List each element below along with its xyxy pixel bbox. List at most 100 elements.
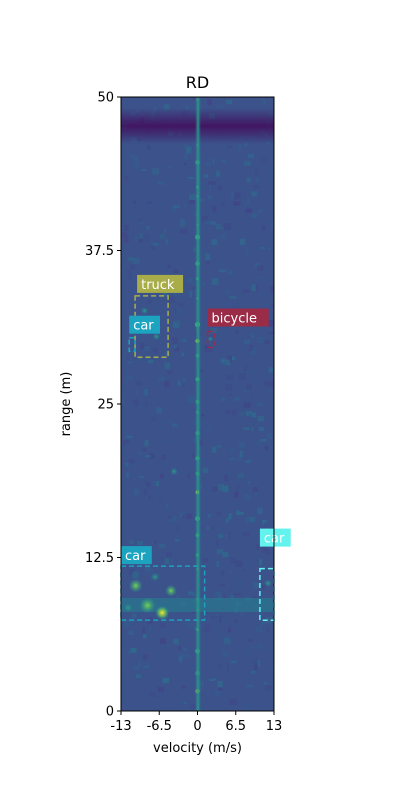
heatmap-cell	[129, 569, 135, 575]
heatmap-cell	[130, 264, 135, 270]
heatmap-hotspot	[140, 306, 149, 315]
heatmap-cell	[226, 664, 229, 671]
heatmap-cell	[247, 480, 251, 484]
heatmap-cell	[127, 649, 130, 655]
heatmap-cell	[202, 216, 208, 223]
heatmap-cell	[245, 460, 251, 463]
heatmap-cell	[181, 685, 186, 689]
heatmap-hotspot	[207, 335, 214, 342]
heatmap-cell	[223, 233, 227, 236]
heatmap-cell	[165, 145, 170, 149]
heatmap-cell	[146, 201, 153, 204]
heatmap-cell	[257, 660, 260, 667]
heatmap-cell	[137, 661, 141, 667]
heatmap-cell	[230, 557, 236, 564]
heatmap-cell	[137, 218, 142, 222]
heatmap-cell	[159, 233, 165, 239]
heatmap-cell	[123, 620, 131, 627]
heatmap-cell	[163, 104, 170, 110]
heatmap-cell	[176, 319, 182, 325]
heatmap-cell	[138, 358, 142, 361]
heatmap-cell	[249, 413, 252, 418]
heatmap-cell	[122, 249, 125, 252]
heatmap-cell	[239, 412, 245, 417]
annotation-box-car	[259, 567, 275, 621]
heatmap-cell	[132, 257, 140, 265]
heatmap-cell	[233, 413, 239, 419]
heatmap-cell	[238, 373, 246, 380]
heatmap-cell	[257, 545, 260, 550]
x-tick-label: 13	[266, 719, 283, 734]
heatmap-cell	[221, 570, 224, 575]
y-tick-label: 37.5	[85, 244, 114, 259]
heatmap-cell	[162, 644, 170, 648]
annotation-label-bicycle: bicycle	[212, 312, 257, 327]
heatmap-cell	[257, 403, 264, 407]
heatmap-cell	[205, 253, 211, 261]
heatmap-cell	[182, 514, 186, 519]
heatmap-cell	[204, 220, 211, 225]
y-axis: 0 12.5 25 37.5 50	[85, 91, 121, 720]
heatmap-cell	[166, 708, 170, 711]
heatmap-cell	[251, 284, 256, 291]
heatmap-cell	[134, 163, 140, 169]
annotation-label-bg	[137, 274, 184, 293]
heatmap-cell	[182, 647, 187, 651]
heatmap-cell	[138, 404, 143, 411]
heatmap-cell	[188, 396, 195, 403]
heatmap-cell	[217, 681, 223, 687]
heatmap-cell	[231, 191, 234, 199]
heatmap-cell	[128, 630, 134, 636]
heatmap-cell	[171, 205, 176, 213]
heatmap-cell	[225, 410, 231, 415]
annotation-label-car: car	[125, 549, 146, 564]
heatmap-cell	[255, 168, 259, 175]
heatmap-cell	[264, 685, 272, 691]
heatmap-cell	[149, 453, 154, 459]
heatmap-cell	[217, 632, 225, 636]
heatmap-cell	[183, 203, 187, 207]
heatmap-cell	[213, 677, 217, 681]
heatmap-cell	[182, 654, 189, 657]
heatmap-cell	[218, 483, 225, 491]
heatmap-cell	[216, 528, 223, 531]
heatmap-cell	[126, 269, 130, 274]
heatmap-cell	[135, 390, 138, 395]
heatmap-cell	[222, 485, 229, 492]
heatmap-cell	[126, 472, 130, 479]
heatmap-cell	[187, 176, 194, 179]
heatmap-cell	[260, 439, 267, 442]
y-tick-label: 12.5	[85, 551, 114, 566]
heatmap-cell	[239, 450, 243, 458]
heatmap-cell	[212, 487, 218, 492]
heatmap-cell	[186, 278, 194, 283]
heatmap-cell	[224, 223, 231, 231]
heatmap-cell	[134, 236, 140, 242]
heatmap-hotspot	[165, 584, 177, 597]
heatmap-cell	[216, 561, 219, 568]
heatmap-cell	[245, 371, 249, 374]
heatmap-cell	[126, 435, 133, 438]
heatmap-cell	[262, 585, 265, 589]
annotation-box-truck	[134, 295, 169, 359]
heatmap-cell	[164, 558, 169, 565]
heatmap-hotspot	[128, 578, 143, 593]
heatmap-cell	[251, 395, 254, 399]
heatmap-cell	[265, 616, 273, 624]
heatmap-cell	[258, 426, 265, 432]
heatmap-cell	[159, 623, 166, 628]
heatmap-cell	[205, 350, 207, 353]
heatmap-cell	[258, 612, 263, 616]
heatmap-cell	[246, 245, 250, 252]
heatmap-cell	[179, 218, 185, 226]
heatmap-cell	[132, 200, 137, 204]
heatmap-cell	[175, 308, 179, 314]
heatmap-cell	[207, 514, 211, 518]
heatmap-cell	[152, 167, 159, 175]
heatmap-cell	[228, 532, 231, 539]
heatmap-cell	[180, 229, 188, 234]
heatmap-cell	[218, 663, 221, 670]
heatmap-cell	[234, 192, 241, 200]
heatmap-cell	[220, 234, 225, 239]
